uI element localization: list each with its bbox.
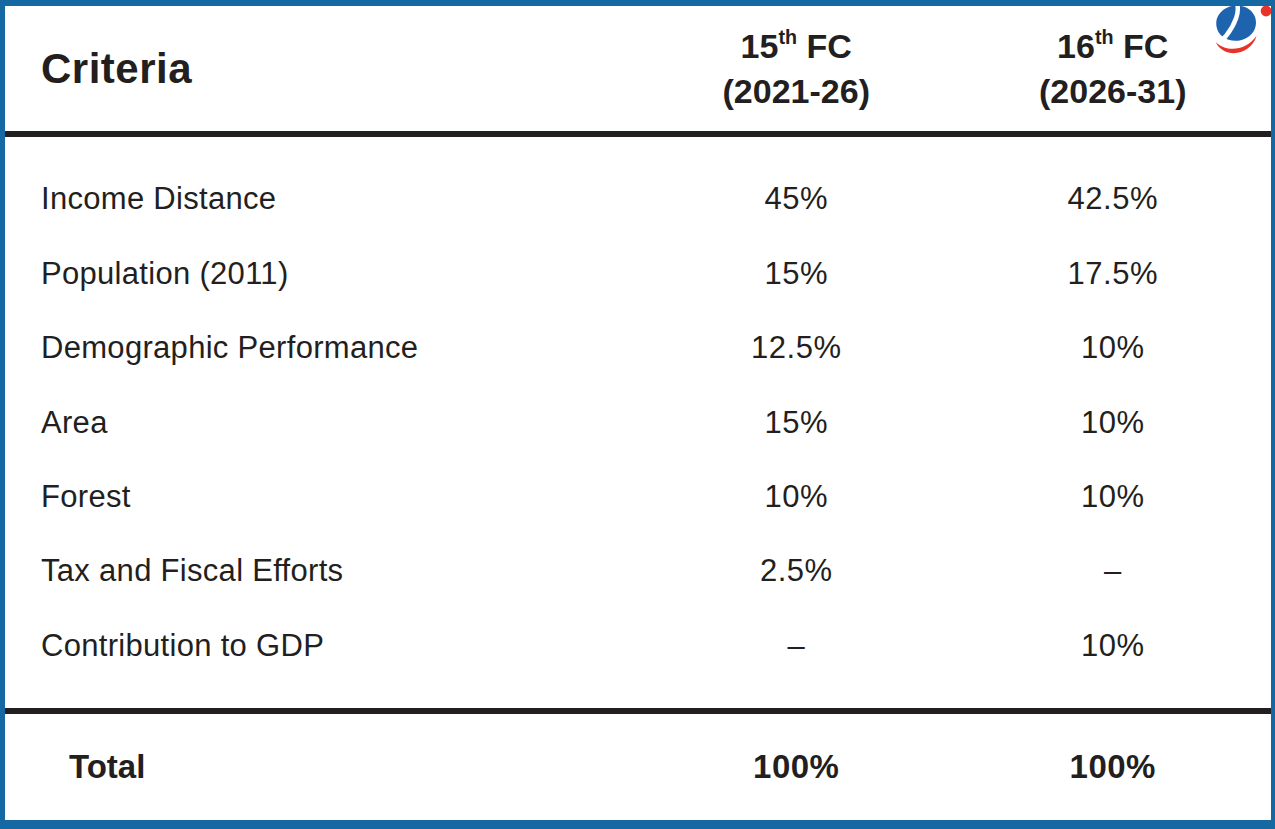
fc15-value-cell: – bbox=[638, 628, 955, 664]
fc15-header-line1: 15thFC bbox=[638, 24, 955, 68]
criteria-column-header: Criteria bbox=[5, 45, 638, 93]
criteria-cell: Tax and Fiscal Efforts bbox=[5, 553, 638, 589]
fc16-value-cell: – bbox=[955, 553, 1272, 589]
fc16-value-cell: 10% bbox=[955, 330, 1272, 366]
table-body: Income Distance 45% 42.5% Population (20… bbox=[5, 137, 1271, 708]
fc15-header-line2: (2021-26) bbox=[638, 69, 955, 113]
total-fc16-value: 100% bbox=[955, 748, 1272, 786]
table-row: Forest 10% 10% bbox=[5, 479, 1271, 515]
table-row: Area 15% 10% bbox=[5, 405, 1271, 441]
fc16-value-cell: 10% bbox=[955, 405, 1272, 441]
criteria-cell: Contribution to GDP bbox=[5, 628, 638, 664]
fc15-value-cell: 15% bbox=[638, 256, 955, 292]
fc15-value-cell: 45% bbox=[638, 181, 955, 217]
fc15-column-header: 15thFC (2021-26) bbox=[638, 24, 955, 112]
criteria-cell: Population (2011) bbox=[5, 256, 638, 292]
total-fc15-value: 100% bbox=[638, 748, 955, 786]
criteria-cell: Forest bbox=[5, 479, 638, 515]
fc15-value-cell: 12.5% bbox=[638, 330, 955, 366]
table-row: Population (2011) 15% 17.5% bbox=[5, 256, 1271, 292]
table-row: Tax and Fiscal Efforts 2.5% – bbox=[5, 553, 1271, 589]
fc15-value-cell: 2.5% bbox=[638, 553, 955, 589]
criteria-cell: Income Distance bbox=[5, 181, 638, 217]
table-header: Criteria 15thFC (2021-26) 16thFC (2026-3… bbox=[5, 6, 1271, 131]
total-label: Total bbox=[5, 748, 638, 786]
publisher-logo bbox=[1201, 0, 1275, 62]
fc16-header-line2: (2026-31) bbox=[955, 69, 1272, 113]
globe-swoosh-logo-icon bbox=[1207, 4, 1273, 60]
table-row: Demographic Performance 12.5% 10% bbox=[5, 330, 1271, 366]
comparison-table-card: Criteria 15thFC (2021-26) 16thFC (2026-3… bbox=[0, 0, 1275, 829]
total-row: Total 100% 100% bbox=[5, 714, 1271, 820]
fc15-value-cell: 15% bbox=[638, 405, 955, 441]
fc15-value-cell: 10% bbox=[638, 479, 955, 515]
table-row: Income Distance 45% 42.5% bbox=[5, 181, 1271, 217]
fc16-value-cell: 10% bbox=[955, 628, 1272, 664]
fc16-value-cell: 42.5% bbox=[955, 181, 1272, 217]
criteria-cell: Area bbox=[5, 405, 638, 441]
table-row: Contribution to GDP – 10% bbox=[5, 628, 1271, 664]
fc16-value-cell: 17.5% bbox=[955, 256, 1272, 292]
fc16-value-cell: 10% bbox=[955, 479, 1272, 515]
criteria-cell: Demographic Performance bbox=[5, 330, 638, 366]
